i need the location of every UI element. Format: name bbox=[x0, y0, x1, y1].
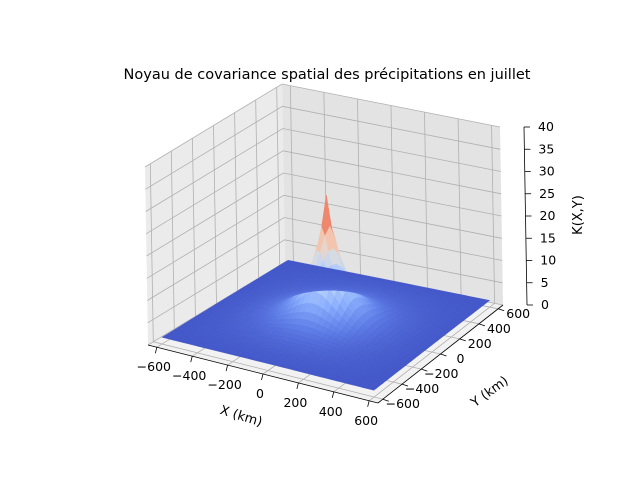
y-tick-label: 200 bbox=[468, 336, 492, 351]
y-tick bbox=[441, 354, 447, 356]
x-tick bbox=[191, 356, 193, 362]
y-tick-label: −600 bbox=[386, 396, 420, 411]
x-tick bbox=[262, 374, 264, 380]
z-tick-label: 0 bbox=[541, 297, 549, 312]
z-tick-label: 15 bbox=[540, 230, 556, 245]
y-tick-label: −400 bbox=[405, 381, 439, 396]
x-tick-label: −200 bbox=[207, 377, 241, 392]
x-tick bbox=[226, 365, 228, 371]
y-tick bbox=[479, 324, 485, 326]
x-tick-label: 400 bbox=[319, 404, 343, 419]
z-tick-label: 20 bbox=[540, 208, 556, 223]
x-tick-label: −400 bbox=[172, 368, 206, 383]
z-tick-label: 30 bbox=[539, 164, 555, 179]
z-tick-label: 5 bbox=[541, 275, 549, 290]
y-axis-label: Y (km) bbox=[468, 374, 512, 412]
z-tick-label: 35 bbox=[538, 141, 554, 156]
z-tick-label: 25 bbox=[539, 186, 555, 201]
y-tick bbox=[460, 339, 466, 341]
z-tick-label: 10 bbox=[540, 253, 556, 268]
x-tick bbox=[155, 347, 157, 353]
y-tick-label: 0 bbox=[457, 351, 465, 366]
x-tick-label: −600 bbox=[137, 359, 171, 374]
chart-title: Noyau de covariance spatial des précipit… bbox=[124, 67, 531, 83]
y-tick bbox=[498, 309, 504, 311]
x-tick-label: 200 bbox=[283, 395, 307, 410]
y-tick-label: 600 bbox=[506, 306, 530, 321]
y-tick-label: 400 bbox=[487, 321, 511, 336]
x-tick bbox=[332, 392, 334, 398]
z-tick-label: 40 bbox=[538, 119, 554, 134]
y-tick-label: −200 bbox=[424, 366, 458, 381]
x-tick-label: 0 bbox=[256, 386, 264, 401]
x-tick bbox=[297, 383, 299, 389]
z-axis-label: K(X,Y) bbox=[571, 195, 586, 235]
x-tick bbox=[368, 401, 370, 407]
x-tick-label: 600 bbox=[354, 413, 378, 428]
x-axis-label: X (km) bbox=[218, 403, 264, 430]
